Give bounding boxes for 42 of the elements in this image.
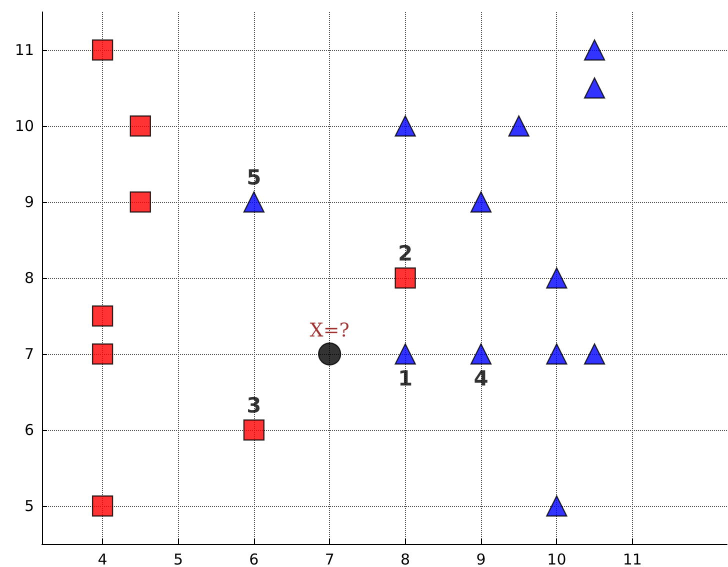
y-tick-label: 9 xyxy=(24,193,34,211)
point xyxy=(394,343,416,365)
point xyxy=(92,343,114,365)
point xyxy=(584,77,606,99)
point xyxy=(546,267,568,289)
point xyxy=(584,343,606,365)
y-tick-label: 8 xyxy=(24,269,34,287)
point xyxy=(470,191,492,213)
point xyxy=(130,191,151,213)
x-tick-label: 11 xyxy=(622,550,642,567)
x-tick-label: 10 xyxy=(547,550,566,567)
y-tick-label: 5 xyxy=(24,497,34,515)
point xyxy=(584,39,606,61)
point xyxy=(243,419,265,441)
x-tick-label: 4 xyxy=(98,550,108,567)
annotation: 3 xyxy=(246,394,262,418)
annotation: 2 xyxy=(398,242,413,266)
point xyxy=(546,343,568,365)
point xyxy=(318,342,342,366)
x-tick-label: 5 xyxy=(173,550,184,567)
x-tick-label: 8 xyxy=(400,550,410,567)
point xyxy=(394,267,416,289)
y-tick-label: 7 xyxy=(24,345,34,363)
annotation: X=? xyxy=(310,320,350,342)
x-tick-label: 6 xyxy=(249,550,259,567)
point xyxy=(546,495,568,517)
x-tick-label: 9 xyxy=(476,550,486,567)
point xyxy=(394,115,416,137)
y-tick-label: 10 xyxy=(14,117,34,135)
point xyxy=(92,39,114,61)
x-tick-label: 7 xyxy=(324,550,334,567)
annotation: 1 xyxy=(398,366,413,390)
point xyxy=(470,343,492,365)
point xyxy=(130,115,151,137)
annotation: 4 xyxy=(474,366,488,390)
y-tick-label: 11 xyxy=(14,41,34,59)
y-tick-label: 6 xyxy=(24,421,34,439)
point xyxy=(92,305,114,327)
point xyxy=(508,115,530,137)
annotation: 5 xyxy=(246,166,262,190)
point xyxy=(243,191,265,213)
point xyxy=(92,495,114,517)
